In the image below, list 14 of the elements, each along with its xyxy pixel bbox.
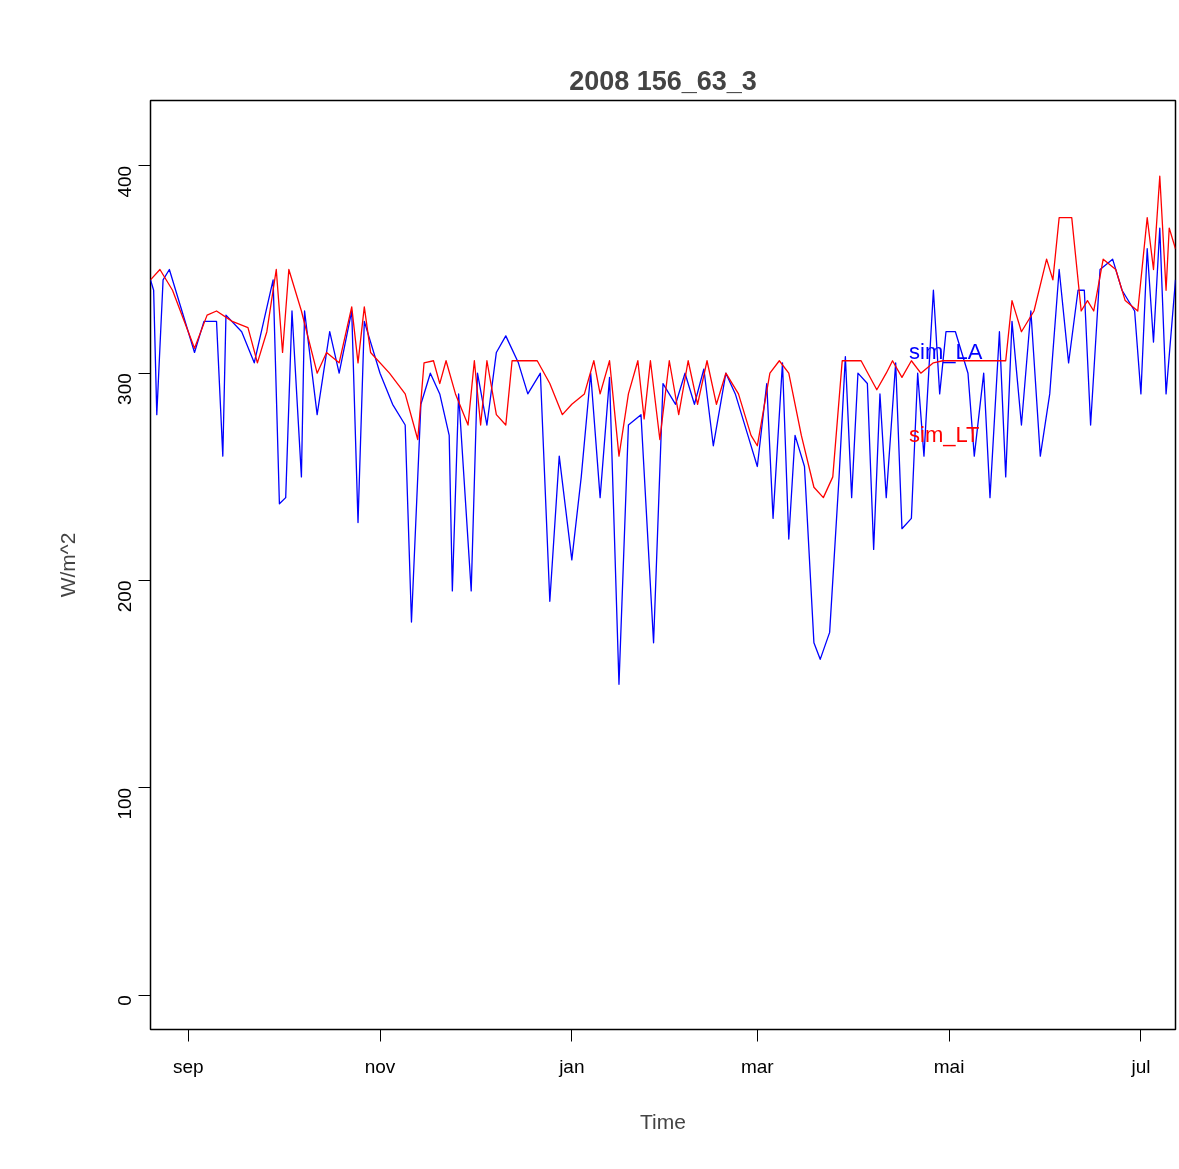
y-tick-label: 200 — [114, 580, 135, 613]
x-axis-title: Time — [640, 1109, 686, 1133]
x-tick-label: jan — [558, 1055, 585, 1077]
y-tick-label: 300 — [114, 373, 135, 405]
y-tick-label: 400 — [114, 165, 135, 198]
x-tick-label: sep — [172, 1055, 204, 1077]
y-tick-label: 0 — [114, 995, 135, 1006]
x-tick-label: jul — [1130, 1055, 1151, 1077]
y-tick-label: 100 — [114, 787, 135, 820]
y-axis-title: W/m^2 — [55, 532, 79, 598]
x-tick-label: nov — [364, 1055, 396, 1077]
chart-title: 2008 156_63_3 — [569, 65, 757, 96]
x-tick-label: mai — [933, 1055, 965, 1077]
x-tick-label: mar — [740, 1055, 775, 1077]
